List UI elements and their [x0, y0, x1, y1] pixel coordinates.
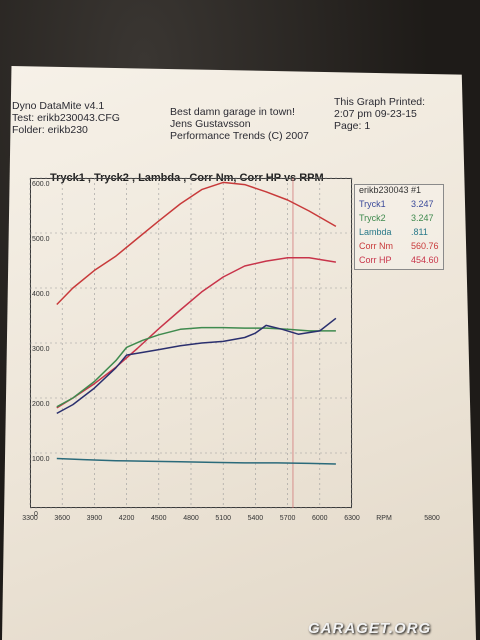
legend-row-corr-nm: Corr Nm 560.76	[359, 241, 443, 253]
y-tick-label: 600.0	[32, 181, 50, 188]
y-tick-label: .0	[32, 511, 38, 518]
legend-value: .811	[411, 227, 428, 237]
x-tick-label: 3600	[54, 515, 70, 522]
legend-row-tryck1: Tryck1 3.247	[359, 199, 443, 211]
y-tick-label: 400.0	[32, 291, 50, 298]
x-tick-label: 6000	[312, 515, 328, 522]
series-line-corr-hp	[56, 257, 337, 409]
header-col-owner: Best damn garage in town! Jens Gustavsso…	[170, 106, 309, 142]
legend-value: 3.247	[411, 213, 434, 223]
x-tick-label: 4500	[151, 515, 167, 522]
series-line-corr-nm	[56, 181, 337, 306]
header-software: Dyno DataMite v4.1	[12, 100, 105, 112]
legend-value: 560.76	[411, 241, 439, 251]
header-printed-time: 2:07 pm 09-23-15	[334, 108, 417, 120]
x-tick-label: 5700	[280, 515, 296, 522]
site-watermark: GARAGET.ORG	[308, 620, 432, 637]
header-name: Jens Gustavsson	[170, 118, 251, 130]
x-tick-label: 4200	[119, 515, 135, 522]
x-tick-label-extra: 5800	[424, 515, 440, 522]
header-printed-label: This Graph Printed:	[334, 96, 426, 108]
legend: erikb230043 #1 Tryck1 3.247 Tryck2 3.247…	[354, 184, 444, 270]
header-test: Test: erikb230043.CFG	[12, 112, 120, 124]
dyno-printout-paper	[2, 66, 476, 640]
legend-name: Corr Nm	[359, 241, 393, 251]
x-axis-label: RPM	[376, 515, 392, 522]
series-line-lambda	[56, 457, 336, 465]
legend-row-lambda: Lambda .811	[359, 227, 443, 239]
header-copyright: Performance Trends (C) 2007	[170, 130, 309, 142]
legend-value: 454.60	[411, 255, 439, 265]
legend-name: Lambda	[359, 227, 392, 237]
x-tick-label: 5400	[248, 515, 264, 522]
legend-header: erikb230043 #1	[359, 185, 422, 195]
legend-name: Corr HP	[359, 255, 392, 265]
header-folder: Folder: erikb230	[12, 124, 88, 136]
x-tick-label: 3300	[22, 515, 38, 522]
x-tick-label: 3900	[87, 515, 103, 522]
header-col-print: This Graph Printed: 2:07 pm 09-23-15 Pag…	[334, 96, 425, 132]
x-tick-label: 6300	[344, 515, 360, 522]
series-line-tryck1	[56, 317, 337, 415]
header-garage: Best damn garage in town!	[170, 106, 295, 118]
header-page: Page: 1	[334, 120, 371, 132]
x-tick-label: 4800	[183, 515, 199, 522]
legend-row-corr-hp: Corr HP 454.60	[359, 255, 443, 267]
legend-row-tryck2: Tryck2 3.247	[359, 213, 443, 225]
y-tick-label: 500.0	[32, 236, 50, 243]
series-line-tryck2	[56, 326, 336, 408]
legend-name: Tryck2	[359, 213, 386, 223]
legend-name: Tryck1	[359, 199, 386, 209]
x-tick-label: 5100	[215, 515, 231, 522]
y-tick-label: 100.0	[32, 456, 50, 463]
header-col-software: Dyno DataMite v4.1 Test: erikb230043.CFG…	[12, 100, 120, 136]
y-tick-label: 300.0	[32, 346, 50, 353]
y-tick-label: 200.0	[32, 401, 50, 408]
legend-value: 3.247	[411, 199, 434, 209]
